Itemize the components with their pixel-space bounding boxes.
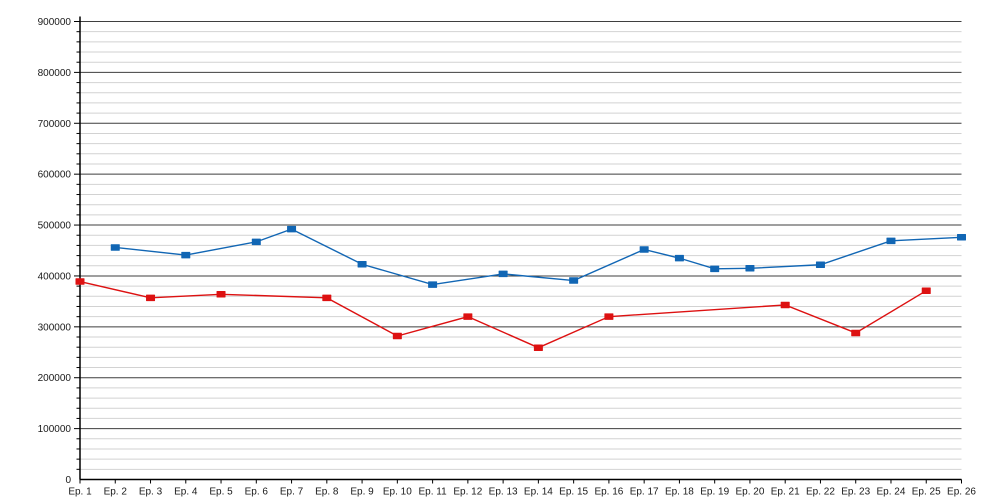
data-point-marker bbox=[357, 260, 367, 268]
x-axis-category-label: Ep. 5 bbox=[209, 487, 233, 498]
x-axis-category-label: Ep. 6 bbox=[245, 487, 269, 498]
x-axis-category-label: Ep. 22 bbox=[806, 487, 835, 498]
y-axis-tick-label: 100000 bbox=[38, 424, 72, 435]
data-point-marker bbox=[75, 278, 85, 285]
data-point-marker bbox=[674, 254, 684, 262]
data-point-marker bbox=[181, 251, 191, 259]
x-axis-category-label: Ep. 14 bbox=[524, 487, 553, 498]
x-axis-category-label: Ep. 2 bbox=[104, 487, 128, 498]
x-axis-category-label: Ep. 9 bbox=[350, 487, 374, 498]
x-axis-category-label: Ep. 1 bbox=[68, 487, 92, 498]
x-axis-category-label: Ep. 8 bbox=[315, 487, 339, 498]
x-axis-category-label: Ep. 19 bbox=[700, 487, 729, 498]
data-point-marker bbox=[322, 294, 332, 302]
data-point-marker bbox=[216, 291, 226, 298]
data-point-marker bbox=[392, 332, 402, 340]
data-point-marker bbox=[463, 313, 473, 320]
data-point-marker bbox=[921, 287, 931, 294]
x-axis-category-label: Ep. 12 bbox=[453, 487, 482, 498]
x-axis-category-label: Ep. 26 bbox=[947, 487, 976, 498]
x-axis-category-label: Ep. 7 bbox=[280, 487, 304, 498]
data-point-marker bbox=[146, 294, 156, 302]
data-point-marker bbox=[815, 261, 825, 268]
x-axis-category-label: Ep. 25 bbox=[912, 487, 941, 498]
x-axis-category-label: Ep. 4 bbox=[174, 487, 198, 498]
data-point-marker bbox=[886, 237, 896, 245]
y-axis-tick-label: 600000 bbox=[38, 170, 72, 181]
data-point-marker bbox=[251, 238, 261, 246]
axes bbox=[79, 16, 962, 481]
x-axis-category-label: Ep. 23 bbox=[841, 487, 870, 498]
x-axis-category-label: Ep. 21 bbox=[771, 487, 800, 498]
data-point-marker bbox=[780, 301, 790, 309]
data-point-marker bbox=[851, 329, 861, 337]
data-point-marker bbox=[639, 246, 649, 253]
x-axis-category-label: Ep. 16 bbox=[594, 487, 623, 498]
x-axis-category-label: Ep. 11 bbox=[419, 487, 448, 498]
y-axis-tick-label: 500000 bbox=[38, 221, 72, 232]
data-point-marker bbox=[498, 270, 508, 278]
data-point-marker bbox=[710, 265, 720, 273]
x-axis-category-label: Ep. 15 bbox=[559, 487, 588, 498]
x-axis-category-label: Ep. 18 bbox=[665, 487, 694, 498]
y-axis-tick-label: 900000 bbox=[38, 17, 72, 28]
y-axis-tick-label: 300000 bbox=[38, 322, 72, 333]
y-axis-tick-label: 0 bbox=[65, 475, 71, 486]
x-axis-category-label: Ep. 3 bbox=[139, 487, 163, 498]
data-point-marker bbox=[569, 277, 579, 284]
data-point-marker bbox=[745, 265, 755, 272]
x-axis-category-label: Ep. 13 bbox=[489, 487, 518, 498]
x-axis-category-label: Ep. 17 bbox=[630, 487, 659, 498]
minor-gridlines bbox=[80, 31, 962, 470]
data-point-marker bbox=[287, 225, 297, 233]
data-point-marker bbox=[957, 234, 966, 241]
x-axis-category-label: Ep. 10 bbox=[383, 487, 412, 498]
y-axis-tick-label: 800000 bbox=[38, 68, 72, 79]
data-point-marker bbox=[604, 313, 614, 320]
x-axis-category-label: Ep. 20 bbox=[735, 487, 764, 498]
series-red-series bbox=[75, 278, 931, 351]
x-axis-category-label: Ep. 24 bbox=[877, 487, 906, 498]
data-point-marker bbox=[533, 344, 543, 351]
data-point-marker bbox=[110, 244, 120, 251]
series-line bbox=[79, 280, 927, 349]
data-point-marker bbox=[428, 281, 438, 288]
y-axis-tick-label: 400000 bbox=[38, 271, 72, 282]
series-blue-series bbox=[110, 225, 966, 288]
y-axis-tick-label: 700000 bbox=[38, 119, 72, 130]
x-axis: Ep. 1 Ep. 2 Ep. 3 Ep. 4 Ep. 5 Ep. 6 Ep. 7 Ep. 8… bbox=[68, 479, 976, 498]
y-axis: 0 100000 200000 300000 400000 500000 600000 700… bbox=[38, 17, 80, 486]
y-axis-tick-label: 200000 bbox=[38, 373, 72, 384]
